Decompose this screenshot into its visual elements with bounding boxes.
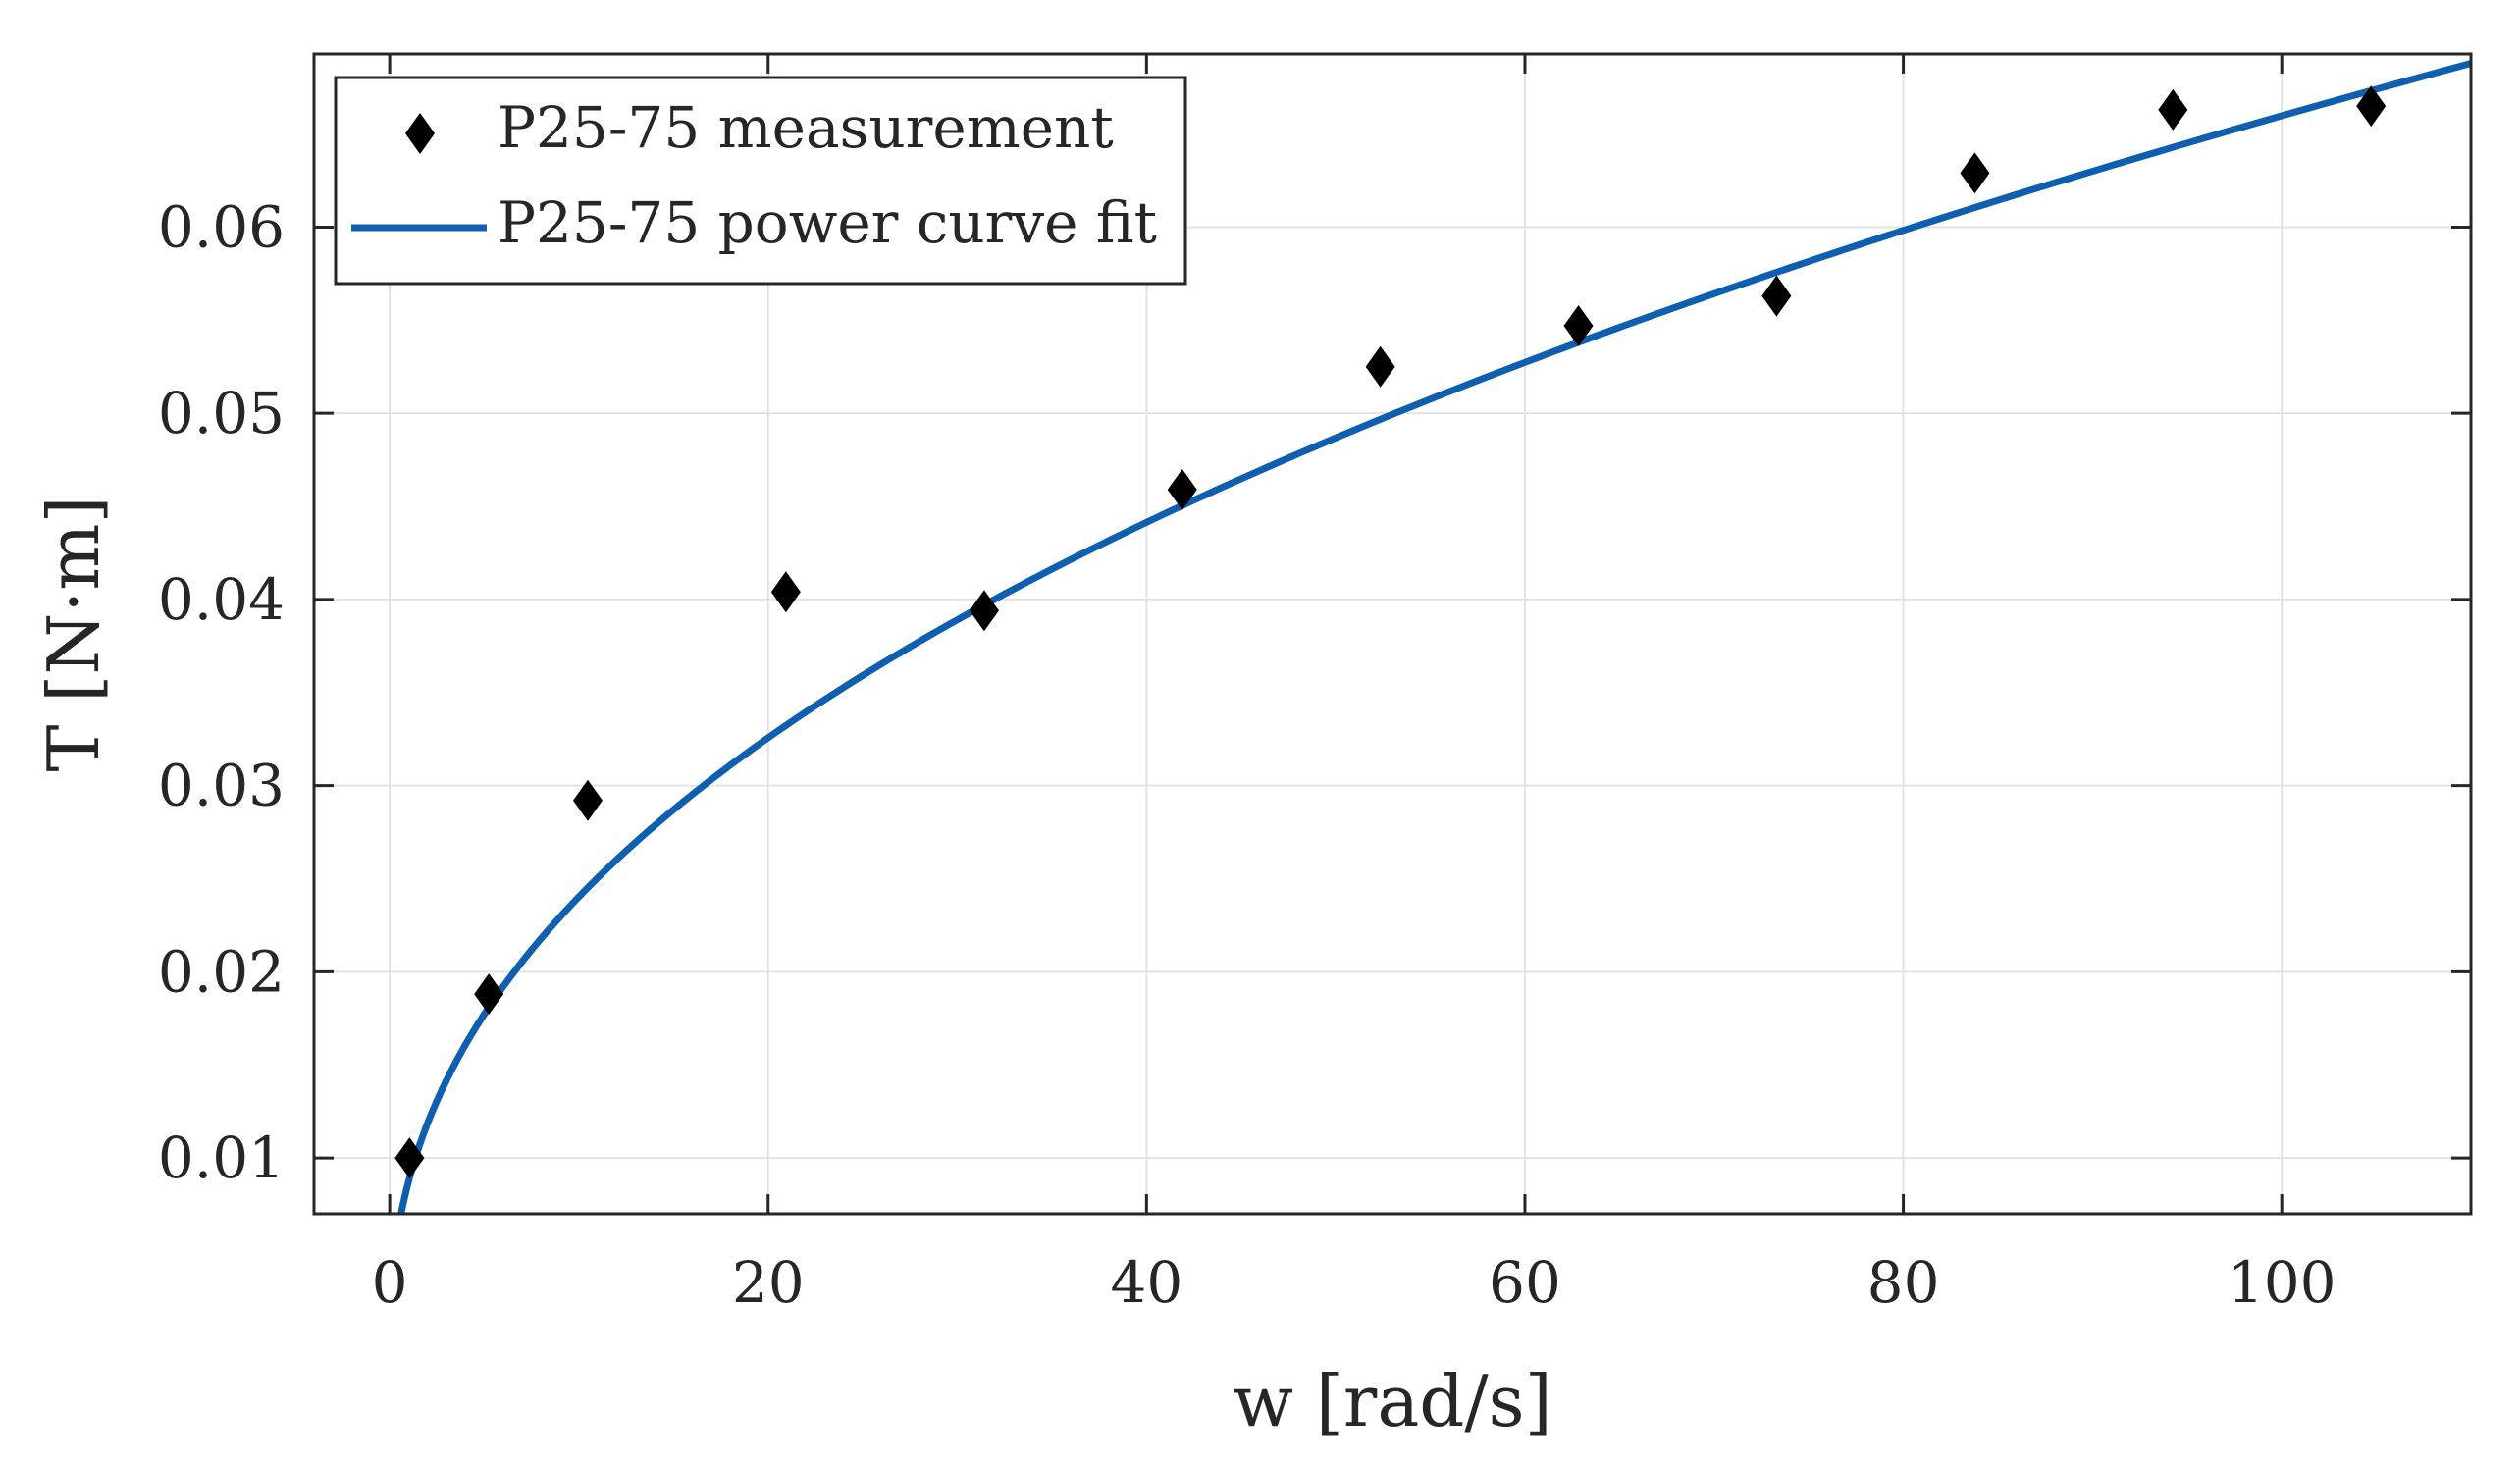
plot-area xyxy=(394,60,2471,1214)
y-tick-label: 0.06 xyxy=(158,193,285,260)
measurement-point xyxy=(572,779,603,821)
x-tick-label: 100 xyxy=(2228,1249,2336,1316)
y-tick-label: 0.03 xyxy=(158,753,285,819)
measurement-point xyxy=(394,1137,425,1179)
x-tick-label: 40 xyxy=(1110,1249,1182,1316)
x-tick-label: 80 xyxy=(1867,1249,1940,1316)
y-tick-label: 0.04 xyxy=(158,566,285,633)
axes-box xyxy=(312,52,2473,1216)
x-tick-label: 60 xyxy=(1489,1249,1561,1316)
y-axis-label: T [N·m] xyxy=(32,496,115,771)
y-tick-label: 0.02 xyxy=(158,938,285,1005)
legend-label-fit: P25-75 power curve fit xyxy=(498,189,1157,256)
legend-box xyxy=(334,76,1187,286)
x-axis-label: w [rad/s] xyxy=(1233,1360,1551,1442)
x-tick-label: 0 xyxy=(372,1249,408,1316)
legend: P25-75 measurement P25-75 power curve fi… xyxy=(334,76,1187,286)
ticks: 0 20 40 60 80 100 0.01 0.02 0.03 0.04 0.05 0.06 xyxy=(158,54,2471,1316)
measurement-point xyxy=(474,973,504,1016)
legend-label-measurement: P25-75 measurement xyxy=(498,94,1114,161)
measurement-point xyxy=(1563,305,1594,347)
measurement-point xyxy=(1761,275,1792,317)
legend-marker-measurement xyxy=(405,113,435,154)
measurement-point xyxy=(2356,85,2387,128)
fit-curve xyxy=(397,60,2471,1214)
measurement-point xyxy=(1960,152,1990,194)
measurement-point xyxy=(1365,345,1395,388)
y-tick-label: 0.05 xyxy=(158,380,285,446)
measurement-point xyxy=(2158,88,2188,131)
measurement-point xyxy=(969,590,999,632)
measurement-point xyxy=(770,571,801,613)
x-tick-label: 20 xyxy=(732,1249,805,1316)
y-tick-label: 0.01 xyxy=(158,1124,285,1191)
measurement-point xyxy=(1167,468,1197,510)
